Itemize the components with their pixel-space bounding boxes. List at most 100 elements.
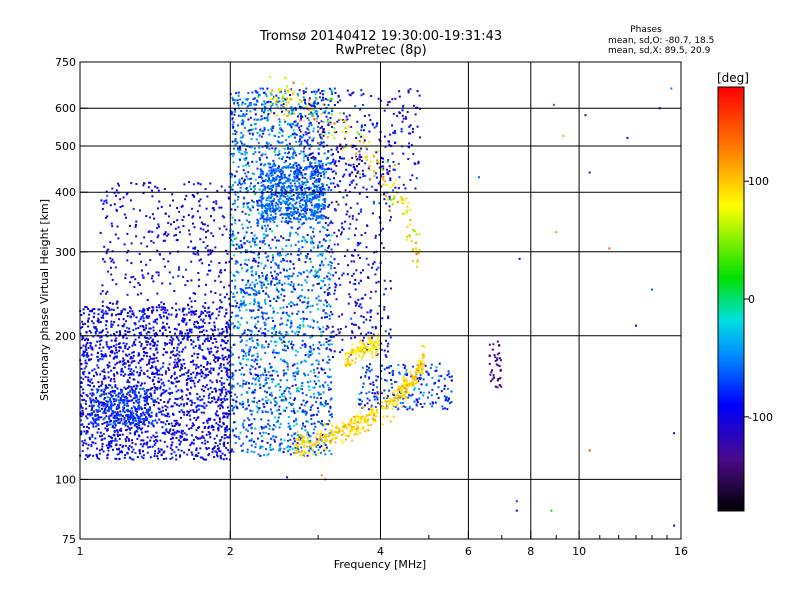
data-point	[290, 109, 293, 112]
data-point	[261, 212, 264, 215]
data-point	[269, 374, 272, 377]
data-point	[312, 242, 315, 245]
data-point	[278, 426, 281, 429]
data-point	[130, 262, 133, 265]
data-point	[279, 209, 282, 212]
data-point	[193, 321, 196, 323]
data-point	[199, 238, 202, 241]
data-point	[313, 396, 316, 399]
data-point	[249, 226, 252, 228]
data-point	[205, 368, 208, 371]
data-point	[125, 414, 128, 417]
data-point	[274, 153, 277, 156]
data-point	[81, 336, 84, 339]
data-point	[258, 199, 261, 202]
data-point	[289, 392, 292, 395]
data-point	[135, 394, 138, 397]
data-point	[138, 408, 140, 411]
data-point	[264, 379, 267, 382]
data-point	[138, 401, 141, 404]
data-point	[214, 357, 217, 360]
data-point	[285, 323, 288, 326]
data-point	[193, 313, 196, 316]
data-point	[181, 398, 184, 401]
data-point	[305, 269, 308, 272]
data-point	[115, 399, 118, 402]
data-point	[206, 421, 209, 424]
data-point	[209, 379, 212, 382]
data-point	[292, 403, 294, 406]
data-point	[329, 405, 332, 408]
data-point	[207, 253, 210, 256]
data-point	[105, 385, 108, 388]
data-point	[81, 409, 84, 412]
data-point	[259, 445, 262, 448]
data-point	[231, 404, 233, 407]
data-point	[217, 396, 220, 399]
data-point	[224, 367, 227, 370]
data-point	[277, 96, 280, 99]
data-point	[241, 366, 244, 369]
data-point	[109, 354, 112, 357]
data-point	[221, 328, 224, 331]
data-point	[155, 412, 158, 415]
data-point	[88, 454, 91, 457]
data-point	[279, 423, 282, 426]
data-point	[192, 359, 195, 362]
data-point	[268, 386, 271, 389]
data-point	[257, 406, 260, 409]
data-point	[176, 337, 179, 340]
data-point	[153, 386, 156, 388]
data-point	[230, 351, 233, 354]
data-point	[116, 433, 119, 436]
data-point	[279, 307, 282, 310]
data-point	[189, 380, 192, 382]
data-point	[267, 100, 270, 103]
data-point	[175, 437, 178, 439]
data-point	[228, 319, 231, 322]
data-point	[234, 285, 237, 288]
data-point	[157, 189, 160, 192]
data-point	[149, 336, 152, 339]
data-point	[287, 433, 290, 436]
data-point	[92, 411, 95, 414]
data-point	[176, 376, 178, 379]
data-point	[297, 331, 300, 333]
data-point	[124, 273, 127, 276]
data-point	[241, 103, 243, 106]
data-point	[291, 123, 294, 126]
data-point	[277, 167, 280, 170]
data-point	[136, 437, 139, 440]
data-point	[209, 252, 212, 255]
data-point	[269, 401, 272, 404]
data-point	[328, 368, 331, 371]
data-point	[115, 356, 118, 359]
data-point	[309, 249, 312, 252]
data-point	[128, 456, 131, 459]
data-point	[88, 405, 91, 408]
data-point	[215, 200, 218, 203]
data-point	[252, 206, 255, 209]
data-point	[237, 147, 240, 150]
data-point	[152, 344, 155, 347]
data-point	[100, 339, 103, 342]
data-point	[132, 342, 135, 345]
data-point	[153, 376, 156, 378]
data-point	[106, 424, 109, 426]
data-point	[279, 442, 282, 445]
data-point	[176, 422, 179, 425]
data-point	[125, 320, 128, 323]
data-point	[147, 341, 149, 343]
data-point	[188, 427, 191, 430]
data-point	[181, 411, 184, 414]
data-point	[183, 319, 186, 322]
data-point	[174, 422, 177, 425]
data-point	[180, 449, 183, 452]
data-point	[222, 386, 225, 389]
data-point	[80, 405, 82, 408]
data-point	[254, 188, 257, 190]
data-point	[313, 386, 316, 389]
data-point	[190, 279, 193, 282]
data-point	[116, 431, 119, 434]
data-point	[264, 382, 267, 385]
